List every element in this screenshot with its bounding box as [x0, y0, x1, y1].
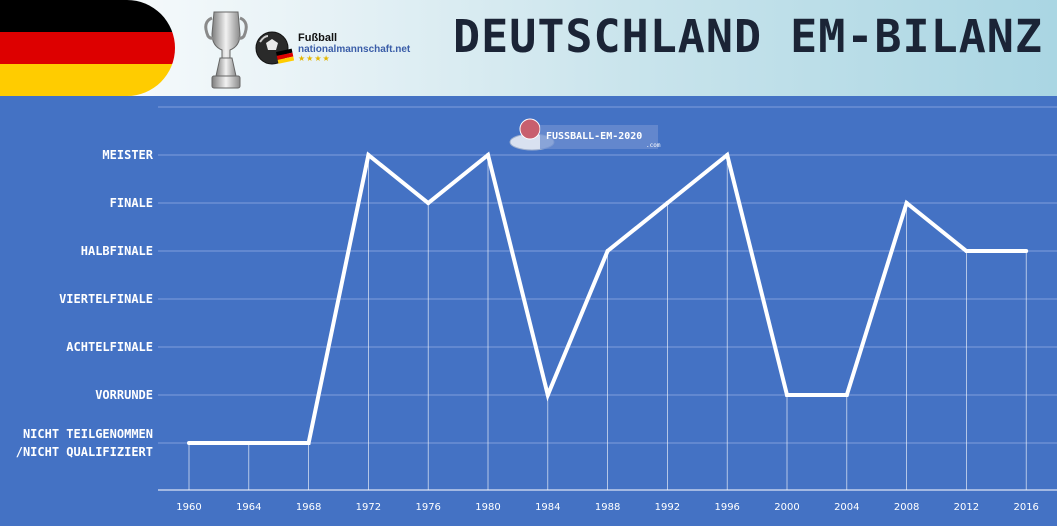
- x-tick-label: 1984: [535, 502, 560, 513]
- football-logo-icon: [255, 31, 294, 65]
- page-title: DEUTSCHLAND EM-BILANZ: [453, 10, 1043, 63]
- logo-subtitle: nationalmannschaft.net: [298, 44, 411, 55]
- logo-stars: ★★★★: [298, 54, 331, 63]
- data-point: [246, 441, 251, 445]
- x-tick-label: 1996: [714, 502, 739, 513]
- y-tick-label: VIERTELFINALE: [59, 292, 153, 306]
- x-tick-label: 1980: [475, 502, 500, 513]
- site-logo: Fußball nationalmannschaft.net ★★★★: [298, 33, 410, 63]
- x-axis-labels: 1960 1964 1968 1972 1976 1980 1984 1988 1992 1996…: [176, 502, 1039, 513]
- y-tick-label: HALBFINALE: [81, 244, 153, 258]
- y-tick-label: NICHT TEILGENOMMEN: [23, 427, 153, 441]
- data-point: [545, 393, 550, 397]
- x-tick-label: 2012: [954, 502, 979, 513]
- data-points: [187, 153, 1029, 445]
- x-tick-label: 1976: [415, 502, 440, 513]
- data-droplines: [188, 155, 1027, 490]
- data-point: [904, 201, 909, 205]
- x-tick-label: 2004: [834, 502, 859, 513]
- x-tick-label: 1988: [595, 502, 620, 513]
- y-tick-label: ACHTELFINALE: [66, 340, 153, 354]
- flag-stripe-red: [0, 32, 175, 64]
- watermark-banner: [540, 125, 658, 149]
- data-point: [964, 249, 969, 253]
- watermark-ball-icon: [519, 118, 541, 140]
- data-point: [486, 153, 490, 157]
- y-tick-label: FINALE: [110, 196, 153, 210]
- watermark-text: FUSSBALL-EM-2020: [546, 131, 642, 142]
- header-banner: Fußball nationalmannschaft.net ★★★★ DEUT…: [0, 0, 1057, 96]
- x-tick-label: 1964: [236, 502, 261, 513]
- data-point: [665, 201, 670, 205]
- data-point: [725, 153, 730, 157]
- x-tick-label: 1960: [176, 502, 201, 513]
- data-point: [187, 441, 191, 445]
- x-tick-label: 1972: [356, 502, 381, 513]
- x-tick-label: 2000: [774, 502, 799, 513]
- flag-stripe-black: [0, 0, 175, 32]
- x-tick-label: 2008: [894, 502, 919, 513]
- data-point: [366, 153, 371, 157]
- data-point: [844, 393, 849, 397]
- y-axis-labels: NICHT TEILGENOMMEN/NICHT QUALIFIZIERT VOR…: [16, 148, 154, 459]
- german-flag-icon: [0, 0, 175, 96]
- chart-area: FUSSBALL-EM-2020 .com NICHT TEILGENOMMEN…: [16, 106, 1057, 513]
- watermark: FUSSBALL-EM-2020 .com: [509, 118, 661, 151]
- data-point: [605, 249, 610, 253]
- data-point: [1024, 249, 1029, 253]
- flag-stripe-gold: [0, 64, 175, 96]
- trophy-icon: [204, 11, 248, 89]
- y-tick-label: MEISTER: [102, 148, 153, 162]
- y-tick-label: /NICHT QUALIFIZIERT: [16, 445, 153, 459]
- x-tick-label: 2016: [1013, 502, 1038, 513]
- data-point: [426, 201, 431, 205]
- watermark-suffix: .com: [646, 142, 661, 149]
- data-point: [306, 441, 311, 445]
- logo-title: Fußball: [298, 32, 338, 44]
- data-point: [785, 393, 789, 397]
- x-tick-label: 1968: [296, 502, 321, 513]
- x-tick-label: 1992: [655, 502, 680, 513]
- y-tick-label: VORRUNDE: [95, 388, 153, 402]
